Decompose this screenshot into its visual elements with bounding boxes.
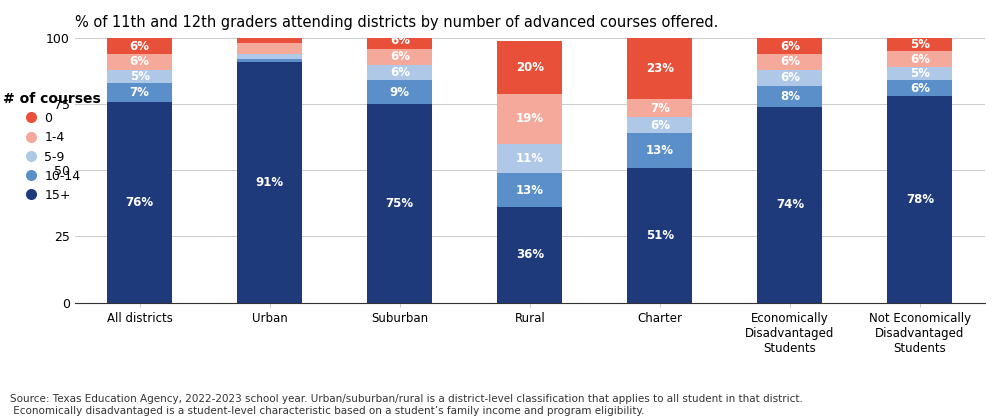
Bar	[367, 104, 432, 302]
Text: Source: Texas Education Agency, 2022-2023 school year. Urban/suburban/rural is a: Source: Texas Education Agency, 2022-202…	[10, 394, 803, 416]
Text: 91%: 91%	[256, 176, 284, 189]
Bar	[367, 80, 432, 104]
Bar	[887, 51, 952, 67]
Bar	[497, 144, 562, 173]
Bar	[237, 59, 302, 62]
Bar	[757, 54, 822, 70]
Bar	[887, 38, 952, 51]
Text: 6%: 6%	[390, 66, 410, 79]
Bar	[237, 54, 302, 59]
Bar	[107, 38, 172, 54]
Text: 6%: 6%	[130, 39, 150, 52]
Text: 8%: 8%	[780, 90, 800, 103]
Text: 13%: 13%	[516, 184, 544, 197]
Bar	[107, 54, 172, 70]
Bar	[107, 83, 172, 102]
Text: 11%: 11%	[516, 152, 544, 165]
Text: 5%: 5%	[910, 38, 930, 51]
Text: 36%: 36%	[516, 249, 544, 262]
Bar	[107, 102, 172, 302]
Bar	[497, 173, 562, 207]
Bar	[887, 67, 952, 80]
Bar	[757, 70, 822, 86]
Bar	[367, 49, 432, 65]
Text: 78%: 78%	[906, 193, 934, 206]
Text: 6%: 6%	[910, 82, 930, 95]
Text: 6%: 6%	[780, 71, 800, 84]
Text: 6%: 6%	[780, 55, 800, 68]
Bar	[497, 94, 562, 144]
Text: 6%: 6%	[130, 55, 150, 68]
Text: 7%: 7%	[130, 86, 150, 99]
Text: 19%: 19%	[516, 112, 544, 125]
Bar	[627, 168, 692, 302]
Text: 5%: 5%	[910, 67, 930, 80]
Text: 76%: 76%	[126, 196, 154, 209]
Text: 5%: 5%	[130, 70, 150, 83]
Legend: 0, 1-4, 5-9, 10-14, 15+: 0, 1-4, 5-9, 10-14, 15+	[3, 92, 101, 202]
Bar	[107, 70, 172, 83]
Text: % of 11th and 12th graders attending districts by number of advanced courses off: % of 11th and 12th graders attending dis…	[75, 15, 718, 30]
Text: 23%: 23%	[646, 62, 674, 75]
Text: 9%: 9%	[390, 86, 410, 99]
Text: 6%: 6%	[390, 34, 410, 47]
Bar	[887, 96, 952, 302]
Text: 6%: 6%	[390, 50, 410, 63]
Text: 7%: 7%	[650, 102, 670, 115]
Text: 20%: 20%	[516, 61, 544, 74]
Text: 75%: 75%	[386, 197, 414, 210]
Bar	[757, 107, 822, 302]
Bar	[627, 133, 692, 168]
Bar	[237, 62, 302, 302]
Bar	[627, 99, 692, 118]
Text: 6%: 6%	[780, 39, 800, 52]
Bar	[497, 41, 562, 94]
Bar	[627, 38, 692, 99]
Bar	[237, 38, 302, 43]
Bar	[237, 43, 302, 54]
Text: 51%: 51%	[646, 228, 674, 241]
Bar	[367, 33, 432, 49]
Text: 6%: 6%	[650, 119, 670, 132]
Bar	[627, 118, 692, 133]
Bar	[757, 38, 822, 54]
Text: 13%: 13%	[646, 144, 674, 157]
Text: 74%: 74%	[776, 198, 804, 211]
Bar	[757, 86, 822, 107]
Text: 6%: 6%	[910, 53, 930, 66]
Bar	[497, 207, 562, 302]
Bar	[367, 65, 432, 80]
Bar	[887, 80, 952, 96]
